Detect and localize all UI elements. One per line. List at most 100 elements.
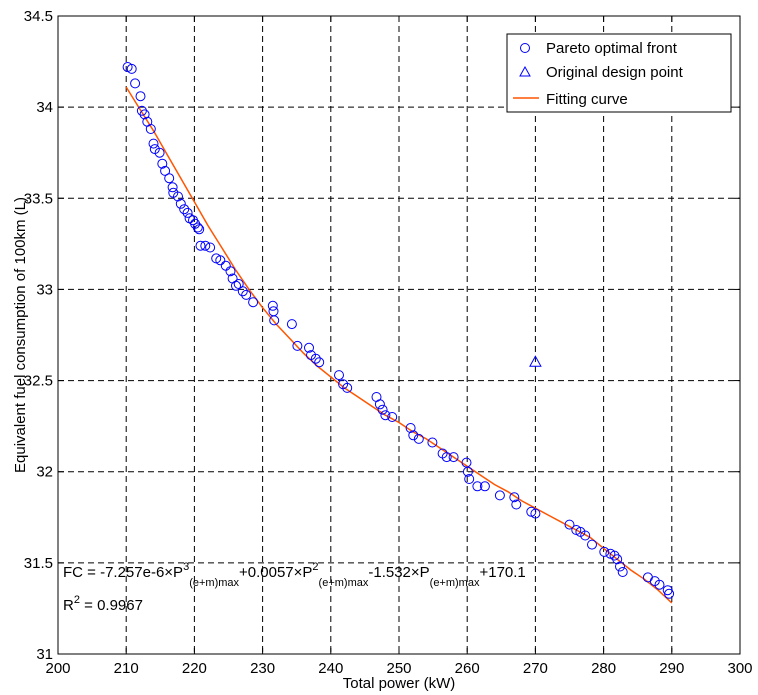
- pareto-point: [599, 546, 610, 557]
- pareto-point: [387, 412, 398, 422]
- pareto-point: [564, 519, 575, 530]
- pareto-point: [380, 410, 391, 421]
- pareto-point: [509, 492, 520, 503]
- pareto-point: [448, 452, 459, 463]
- annotation-fragment: (e+m)max: [430, 577, 480, 589]
- pareto-point: [615, 561, 625, 572]
- y-tick-label: 33: [36, 281, 53, 298]
- x-tick-label: 270: [523, 660, 548, 677]
- pareto-point: [342, 382, 353, 393]
- pareto-point: [462, 466, 473, 477]
- x-tick-label: 280: [591, 660, 616, 677]
- y-tick-label: 31: [36, 646, 53, 663]
- y-tick-label: 32.5: [24, 373, 53, 390]
- x-tick-label: 260: [455, 660, 480, 677]
- y-tick-label: 34.5: [24, 8, 53, 25]
- pareto-point: [167, 182, 178, 193]
- pareto-point: [612, 554, 623, 565]
- pareto-point: [530, 508, 541, 519]
- fitting-curve-layer: [125, 86, 673, 604]
- pareto-point: [617, 567, 628, 577]
- pareto-point: [225, 266, 236, 277]
- pareto-point: [248, 297, 259, 308]
- pareto-point: [237, 286, 248, 297]
- annotations: FC = -7.257e-6×P3(e+m)max+0.0057×P2(e+m)…: [63, 561, 526, 614]
- annotation-fragment: 2: [74, 594, 80, 606]
- x-tick-label: 300: [727, 660, 752, 677]
- pareto-point: [136, 105, 147, 116]
- pareto-point: [175, 198, 186, 209]
- pareto-point: [427, 437, 438, 448]
- pareto-point: [164, 173, 175, 184]
- pareto-point: [157, 158, 168, 169]
- pareto-point: [511, 499, 522, 510]
- annotation-fragment: (e+m)max: [319, 577, 369, 589]
- legend-triangle-marker: [519, 65, 531, 77]
- y-axis-label: Equivalent fuel consumption of 100km (L): [12, 197, 29, 473]
- pareto-point: [182, 207, 193, 218]
- annotation-fragment: 3: [183, 561, 189, 573]
- pareto-point: [194, 224, 205, 235]
- x-tick-label: 220: [182, 660, 207, 677]
- pareto-point: [374, 399, 385, 410]
- pareto-point: [314, 357, 325, 368]
- pareto-point: [154, 147, 165, 158]
- pareto-point: [304, 342, 314, 353]
- pareto-point: [231, 280, 241, 291]
- fitting-curve-line: [125, 86, 673, 604]
- pareto-point: [292, 340, 303, 351]
- equation-annotation: FC = -7.257e-6×P3(e+m)max+0.0057×P2(e+m)…: [63, 561, 526, 589]
- pareto-point: [609, 550, 620, 561]
- pareto-point: [241, 289, 252, 300]
- y-tick-label: 31.5: [24, 555, 53, 572]
- pareto-point: [479, 481, 490, 492]
- annotation-fragment: = 0.9967: [80, 597, 143, 614]
- pareto-point: [195, 240, 206, 251]
- annotation-fragment: -1.532×P: [368, 564, 429, 581]
- pareto-point: [494, 490, 505, 501]
- legend-circle-marker: [520, 43, 530, 53]
- pareto-point: [145, 124, 156, 134]
- r-squared-annotation: R2 = 0.9967: [63, 594, 143, 614]
- axis-ticks: 200 210 220 230 240 250 260 270 280 290 300 31 31.5 3…: [24, 8, 753, 677]
- legend-pareto-label: Pareto optimal front: [546, 40, 678, 57]
- pareto-point: [192, 222, 203, 233]
- legend: Pareto optimal front Original design poi…: [506, 33, 732, 113]
- x-tick-label: 210: [114, 660, 139, 677]
- pareto-point: [441, 452, 452, 463]
- original-design-point: [529, 355, 542, 367]
- legend-design-label: Original design point: [546, 64, 684, 81]
- design-point-layer: [529, 355, 542, 367]
- pareto-point: [130, 78, 141, 89]
- pareto-point: [310, 353, 321, 364]
- pareto-point: [472, 481, 483, 492]
- pareto-point: [654, 579, 665, 590]
- x-tick-label: 230: [250, 660, 275, 677]
- annotation-fragment: R: [63, 597, 74, 614]
- pareto-point: [580, 530, 591, 541]
- y-tick-label: 33.5: [24, 190, 53, 207]
- pareto-point: [126, 63, 137, 74]
- x-tick-label: 290: [659, 660, 684, 677]
- pareto-point: [135, 91, 146, 102]
- x-tick-label: 200: [45, 660, 70, 677]
- annotation-fragment: +0.0057×P: [239, 564, 312, 581]
- annotation-fragment: +170.1: [479, 564, 525, 581]
- pareto-point: [286, 319, 297, 330]
- x-tick-label: 240: [318, 660, 343, 677]
- annotation-fragment: 2: [312, 561, 318, 573]
- pareto-point: [664, 588, 675, 599]
- pareto-point: [267, 300, 278, 311]
- pareto-point: [413, 433, 424, 444]
- pareto-point: [405, 423, 416, 433]
- pareto-point: [587, 539, 597, 550]
- pareto-point: [139, 109, 150, 120]
- x-tick-label: 250: [386, 660, 411, 677]
- annotation-fragment: FC = -7.257e-6×P: [63, 564, 183, 581]
- pareto-points-layer: [122, 62, 675, 599]
- legend-box: [506, 33, 732, 113]
- y-tick-label: 34: [36, 99, 53, 116]
- annotation-fragment: (e+m)max: [189, 577, 239, 589]
- y-tick-label: 32: [36, 464, 53, 481]
